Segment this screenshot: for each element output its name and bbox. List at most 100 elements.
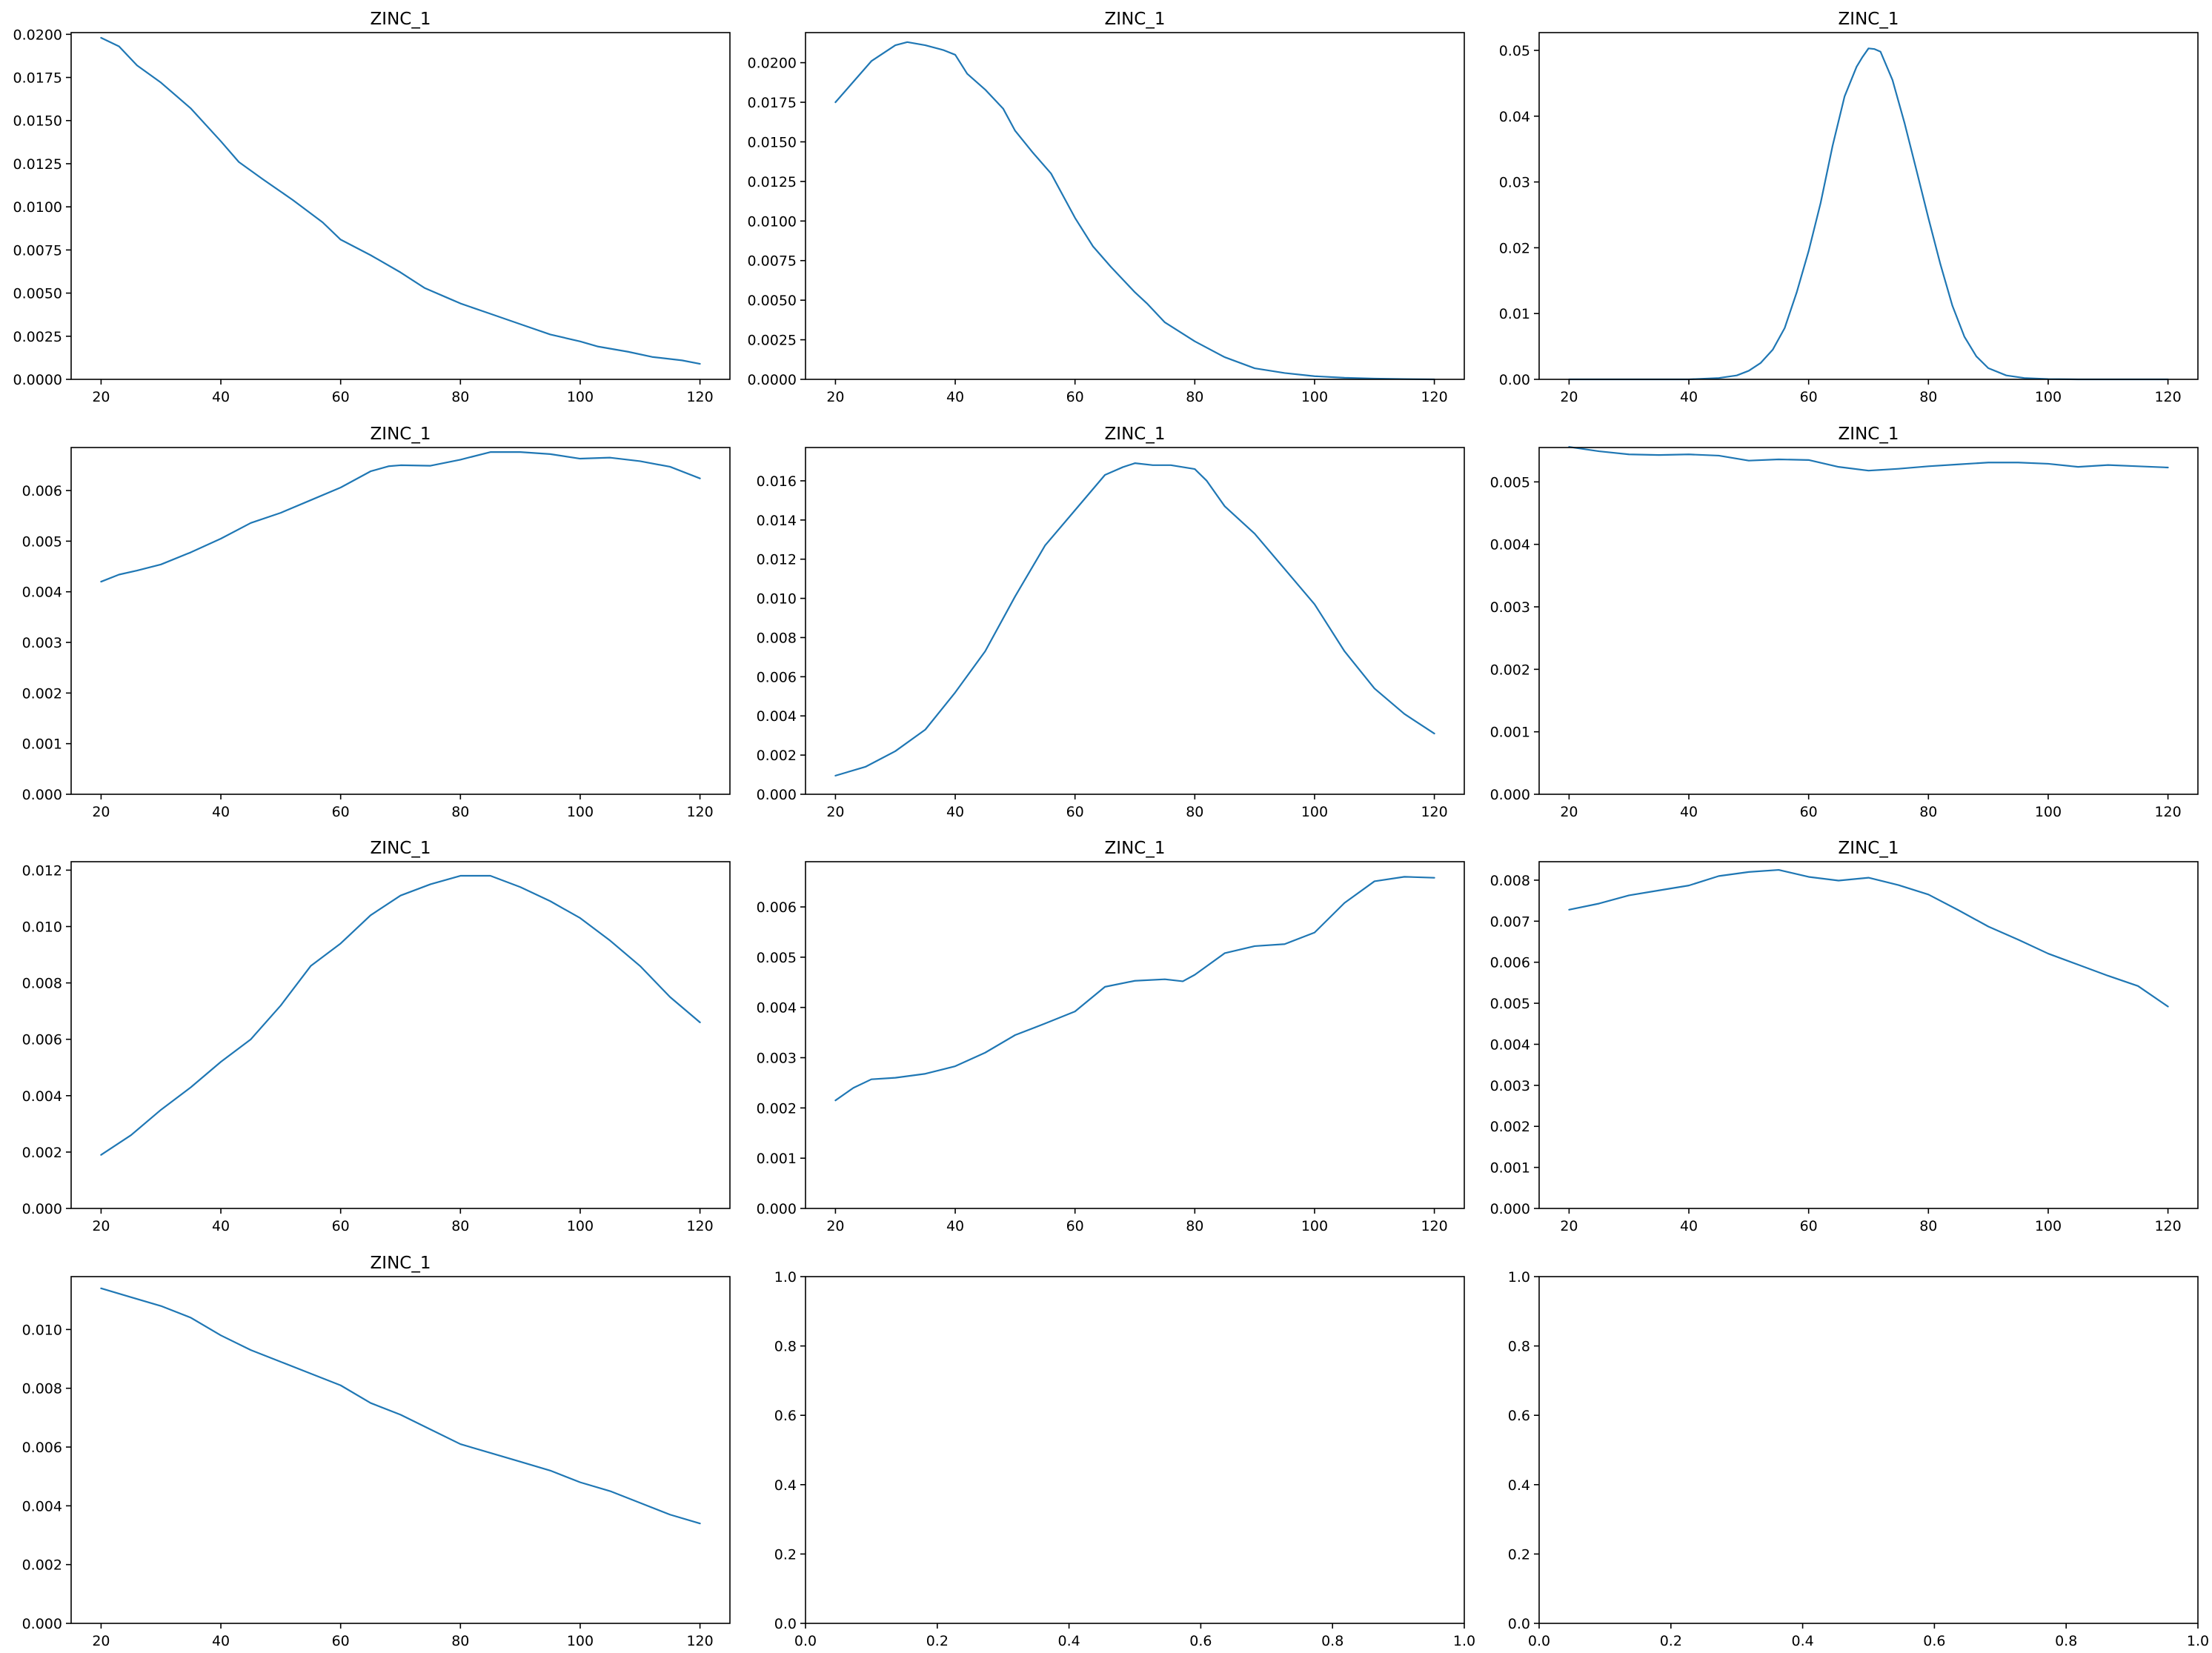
y-tick-label: 0.000 [757,787,797,803]
x-tick-label: 60 [1066,389,1084,405]
y-tick-label: 0.0075 [13,242,62,259]
y-tick-label: 0.0050 [13,286,62,302]
x-tick-label: 20 [826,804,844,820]
y-tick-label: 0.002 [757,1100,797,1117]
y-tick-label: 0.008 [22,1381,62,1397]
y-tick-label: 1.0 [774,1269,797,1286]
x-tick-label: 60 [1066,804,1084,820]
x-tick-label: 120 [1421,1218,1447,1234]
x-tick-label: 20 [92,804,110,820]
y-tick-label: 0.0200 [13,27,62,43]
y-tick-label: 0.002 [1490,1119,1530,1135]
y-tick-label: 0.006 [22,1440,62,1456]
x-tick-label: 60 [332,389,350,405]
x-tick-label: 100 [567,1633,594,1649]
y-tick-label: 0.000 [22,1616,62,1632]
x-tick-label: 80 [1186,804,1203,820]
y-tick-label: 0.006 [22,1032,62,1048]
y-tick-label: 0.008 [1490,873,1530,889]
x-tick-label: 120 [2154,389,2181,405]
y-tick-label: 0.008 [22,976,62,992]
y-tick-label: 0.005 [22,533,62,550]
x-tick-label: 120 [686,1218,713,1234]
y-tick-label: 0.004 [22,1498,62,1514]
y-tick-label: 0.010 [757,591,797,608]
axes-frame [70,447,731,795]
subplot-8: 20 40 60 80 100 120 0.000 0.001 0.002 0.003 0.004 0… [757,839,1465,1234]
x-tick-label: 0.0 [1528,1633,1550,1649]
subplot-9: 20 40 60 80 100 120 0.000 0.001 0.002 0.003 0.004 0… [1490,839,2199,1234]
x-tick-label: 100 [2035,804,2062,820]
y-tick-label: 0.0050 [748,293,797,309]
x-tick-label: 40 [946,389,964,405]
y-tick-label: 0.0075 [748,253,797,270]
x-tick-label: 40 [946,1218,964,1234]
x-tick-label: 60 [332,1633,350,1649]
x-tick-label: 0.2 [1660,1633,1682,1649]
y-tick-label: 0.002 [22,685,62,702]
subplot-title: ZINC_1 [1105,10,1166,29]
y-tick-label: 0.8 [774,1339,797,1355]
y-tick-label: 0.0100 [748,213,797,230]
subplot-2: 20 40 60 80 100 120 0.0000 0.0025 0.0050 0.0075 0.… [748,10,1465,405]
x-tick-label: 100 [1301,389,1328,405]
x-tick-label: 80 [1186,1218,1203,1234]
x-tick-label: 20 [1560,804,1578,820]
x-tick-label: 0.0 [794,1633,817,1649]
y-tick-label: 0.8 [1508,1339,1530,1355]
x-tick-label: 80 [451,389,469,405]
series-line [834,876,1435,1102]
y-tick-label: 0.0000 [13,372,62,388]
x-tick-label: 80 [1186,389,1203,405]
axes-frame [1538,861,2199,1209]
y-tick-label: 0.003 [757,1051,797,1067]
x-tick-label: 20 [826,1218,844,1234]
y-tick-label: 0.000 [1490,787,1530,803]
y-tick-label: 0.004 [757,708,797,725]
x-tick-label: 40 [212,1218,230,1234]
y-tick-label: 0.03 [1499,175,1530,191]
y-tick-label: 0.00 [1499,372,1530,388]
y-tick-label: 0.010 [22,919,62,936]
series-line [834,41,1435,381]
axes-frame [70,32,731,380]
axes-frame [70,1276,731,1624]
x-tick-label: 120 [686,389,713,405]
axes-frame [805,32,1465,380]
y-tick-label: 0.04 [1499,109,1530,125]
x-tick-label: 120 [686,804,713,820]
y-tick-label: 0.012 [757,552,797,568]
x-tick-label: 1.0 [2187,1633,2209,1649]
y-tick-label: 0.003 [1490,1078,1530,1094]
axes-frame [805,447,1465,795]
x-tick-label: 120 [686,1633,713,1649]
subplot-title: ZINC_1 [1105,839,1166,858]
y-tick-label: 1.0 [1508,1269,1530,1286]
subplot-4: 20 40 60 80 100 120 0.000 0.001 0.002 0.003 0.004 0… [22,425,731,820]
x-tick-label: 0.2 [926,1633,949,1649]
x-tick-label: 80 [1919,389,1937,405]
x-tick-label: 80 [451,1633,469,1649]
x-tick-label: 80 [451,1218,469,1234]
y-tick-label: 0.001 [757,1151,797,1167]
series-line [100,1287,701,1525]
y-tick-label: 0.0025 [748,333,797,349]
y-tick-label: 0.000 [22,787,62,803]
subplot-1: 20 40 60 80 100 120 0.0000 0.0025 0.0050 0.0075 0.… [13,10,731,405]
x-tick-label: 40 [1680,389,1698,405]
x-tick-label: 40 [1680,1218,1698,1234]
y-tick-label: 0.2 [1508,1546,1530,1563]
subplot-3: 20 40 60 80 100 120 0.00 0.01 0.02 0.03 0.04 0.05 ZI… [1499,10,2199,405]
x-tick-label: 60 [1800,1218,1818,1234]
y-tick-label: 0.0000 [748,372,797,388]
subplot-title: ZINC_1 [1839,10,1899,29]
subplot-6: 20 40 60 80 100 120 0.000 0.001 0.002 0.003 0.004 0… [1490,425,2199,820]
series-line [834,462,1435,776]
x-tick-label: 100 [567,389,594,405]
x-tick-label: 20 [1560,389,1578,405]
y-tick-label: 0.002 [22,1145,62,1161]
x-tick-label: 0.4 [1057,1633,1080,1649]
x-tick-label: 1.0 [1453,1633,1475,1649]
subplot-title: ZINC_1 [1105,425,1166,444]
